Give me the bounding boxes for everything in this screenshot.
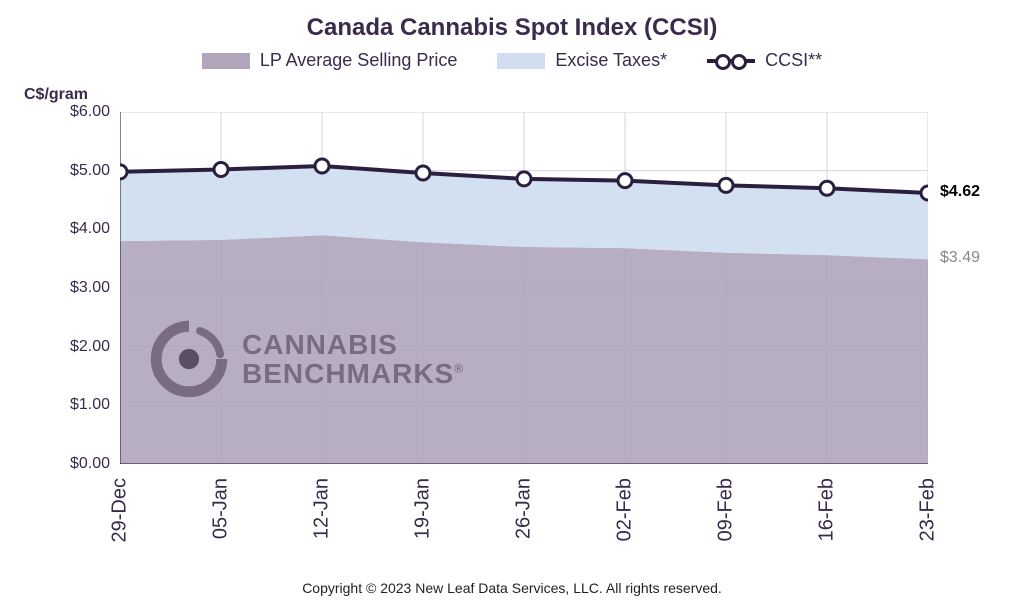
- ccsi-last-value: $4.62: [940, 183, 980, 201]
- chart-title: Canada Cannabis Spot Index (CCSI): [0, 0, 1024, 42]
- chart-container: Canada Cannabis Spot Index (CCSI) LP Ave…: [0, 0, 1024, 609]
- lp-swatch: [202, 53, 250, 69]
- x-tick-label: 23-Feb: [917, 478, 940, 541]
- legend-item-ccsi: CCSI**: [707, 50, 822, 71]
- x-tick-label: 05-Jan: [210, 478, 233, 539]
- chart-svg: [120, 112, 928, 464]
- ccsi-swatch: [707, 59, 755, 63]
- watermark: CANNABIS BENCHMARKS®: [150, 320, 464, 398]
- legend-label-tax: Excise Taxes*: [555, 50, 667, 71]
- y-tick-label: $0.00: [70, 455, 110, 473]
- watermark-line2: BENCHMARKS: [242, 358, 454, 389]
- legend-label-ccsi: CCSI**: [765, 50, 822, 71]
- plot-area: [120, 112, 928, 464]
- y-tick-label: $4.00: [70, 220, 110, 238]
- legend-label-lp: LP Average Selling Price: [260, 50, 457, 71]
- copyright: Copyright © 2023 New Leaf Data Services,…: [0, 580, 1024, 596]
- y-tick-label: $3.00: [70, 279, 110, 297]
- y-tick-label: $5.00: [70, 162, 110, 180]
- legend: LP Average Selling Price Excise Taxes* C…: [0, 50, 1024, 71]
- x-ticks: 29-Dec05-Jan12-Jan19-Jan26-Jan02-Feb09-F…: [120, 472, 928, 592]
- watermark-icon: [150, 320, 228, 398]
- y-axis-label: C$/gram: [24, 86, 88, 104]
- x-tick-label: 26-Jan: [513, 478, 536, 539]
- x-tick-label: 29-Dec: [109, 478, 132, 542]
- x-tick-label: 19-Jan: [412, 478, 435, 539]
- y-tick-label: $1.00: [70, 396, 110, 414]
- x-tick-label: 09-Feb: [715, 478, 738, 541]
- watermark-reg: ®: [454, 362, 464, 376]
- x-tick-label: 02-Feb: [614, 478, 637, 541]
- x-tick-label: 16-Feb: [816, 478, 839, 541]
- y-tick-label: $6.00: [70, 103, 110, 121]
- watermark-text: CANNABIS BENCHMARKS®: [242, 330, 464, 389]
- legend-item-lp: LP Average Selling Price: [202, 50, 457, 71]
- lp-last-value: $3.49: [940, 249, 980, 267]
- watermark-line1: CANNABIS: [242, 329, 398, 360]
- legend-item-tax: Excise Taxes*: [497, 50, 667, 71]
- tax-swatch: [497, 53, 545, 69]
- x-tick-label: 12-Jan: [311, 478, 334, 539]
- y-ticks: $0.00$1.00$2.00$3.00$4.00$5.00$6.00: [52, 112, 116, 464]
- y-tick-label: $2.00: [70, 338, 110, 356]
